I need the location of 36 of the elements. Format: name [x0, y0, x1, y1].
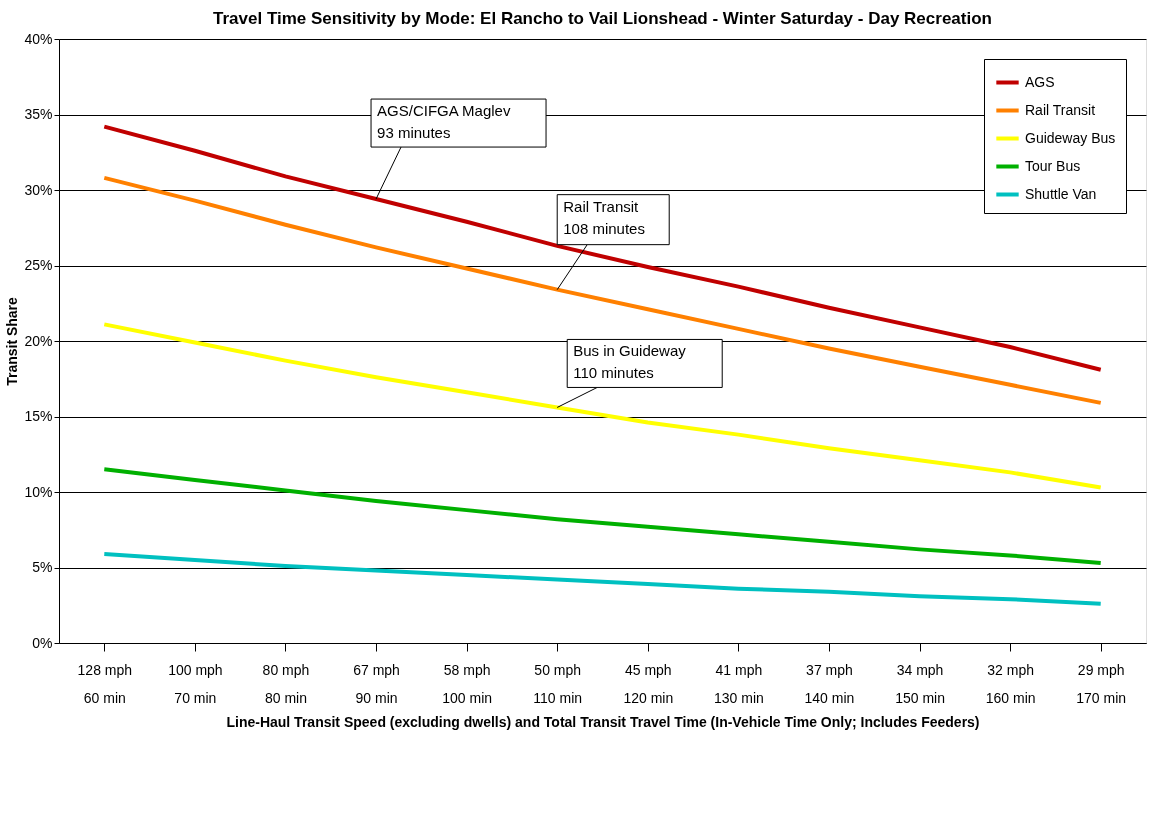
y-tick-label: 35%: [24, 106, 53, 122]
legend-label: Guideway Bus: [1025, 129, 1116, 146]
legend-label: Shuttle Van: [1025, 185, 1097, 202]
legend-label: Tour Bus: [1025, 157, 1081, 174]
x-tick-label: 45 mph 120 min: [623, 661, 674, 706]
line-series: [102, 175, 1103, 405]
y-tick-label: 40%: [24, 30, 53, 47]
x-tick-label: 58 mph 100 min: [442, 661, 493, 706]
x-tick-label: 100 mph 70 min: [168, 661, 223, 706]
annotation: Bus in Guideway 110 minutes: [573, 342, 687, 382]
line-series: [102, 467, 1103, 565]
y-tick-label: 5%: [32, 559, 53, 575]
x-tick-label: 32 mph 160 min: [985, 661, 1036, 706]
y-tick-label: 0%: [32, 634, 53, 651]
y-tick-label: 25%: [24, 257, 53, 273]
x-tick-label: 67 mph 90 min: [353, 661, 400, 706]
chart-title: Travel Time Sensitivity by Mode: El Rancho to Vail Lionshead - Winter Saturday - Day Recreation: [213, 9, 992, 28]
x-tick-label: 29 mph 170 min: [1076, 661, 1127, 706]
x-tick-label: 37 mph 140 min: [804, 661, 855, 706]
x-tick-label: 80 mph 80 min: [262, 661, 310, 706]
annotation: Rail Transit 108 minutes: [563, 197, 645, 237]
y-tick-label: 15%: [24, 408, 53, 424]
legend-label: Rail Transit: [1025, 101, 1096, 118]
x-tick-label: 50 mph 110 min: [533, 661, 583, 706]
annotation: AGS/CIFGA Maglev 93 minutes: [377, 102, 511, 142]
legend-label: AGS: [1025, 73, 1055, 90]
x-tick-label: 128 mph 60 min: [77, 661, 133, 706]
line-series: [102, 551, 1103, 606]
y-tick-label: 30%: [24, 181, 53, 198]
x-axis-title: Line-Haul Transit Speed (excluding dwells) and Total Transit Travel Time (In-Vehicle Time Only; Includes Feeders): [226, 713, 980, 730]
y-tick-label: 10%: [24, 483, 53, 500]
line-series: [102, 322, 1103, 490]
x-tick-label: 41 mph 130 min: [713, 661, 764, 706]
y-tick-label: 20%: [24, 332, 53, 349]
y-axis-title: Transit Share: [4, 296, 21, 386]
x-tick-label: 34 mph 150 min: [895, 661, 945, 706]
